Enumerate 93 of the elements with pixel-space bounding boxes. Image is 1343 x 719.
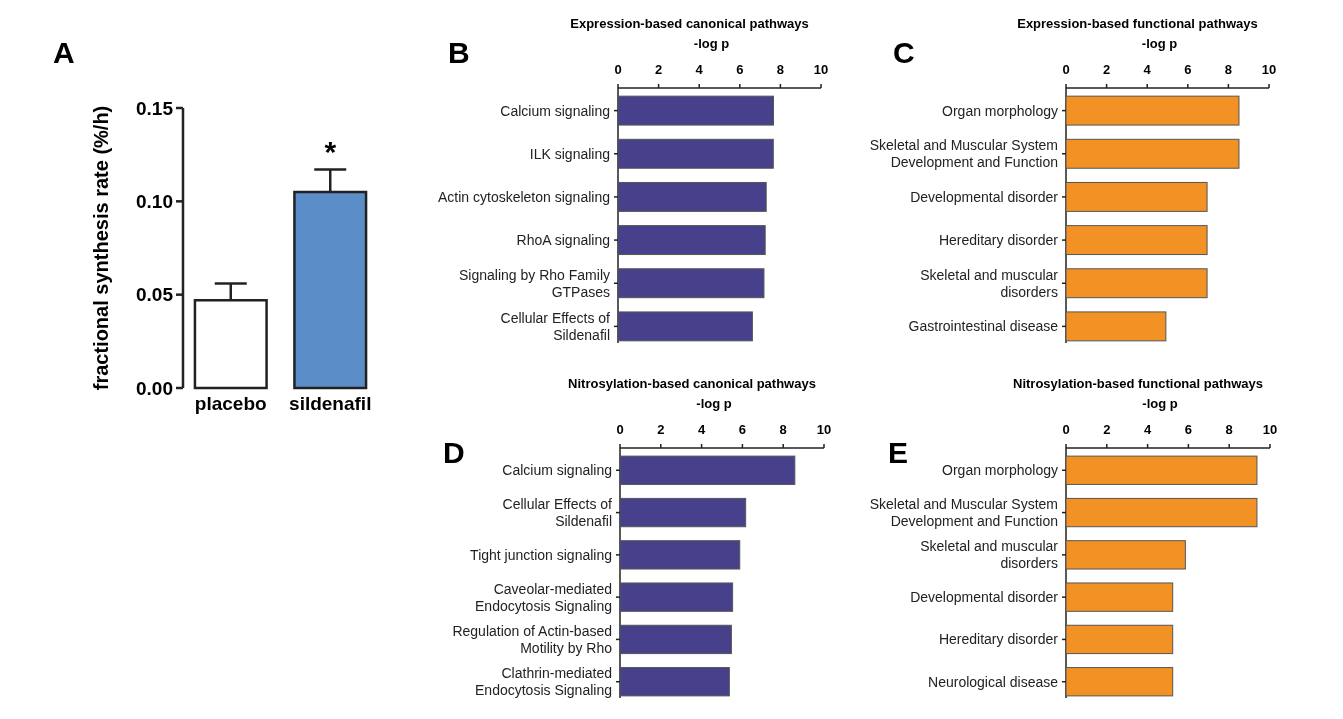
bar xyxy=(1065,181,1208,212)
x-tick-label: 6 xyxy=(1184,62,1192,77)
text: B xyxy=(448,36,470,69)
x-tick-label: 0 xyxy=(1062,422,1070,437)
x-tick-label: 2 xyxy=(1102,62,1111,77)
bar xyxy=(1065,311,1167,342)
x-tick-label: placebo xyxy=(194,393,267,414)
y-tick-label: Developmental disorder xyxy=(910,589,1059,606)
x-tick-label: 2 xyxy=(657,422,665,437)
x-axis-title: -log p xyxy=(696,396,732,411)
x-tick-label: 4 xyxy=(1143,62,1152,77)
x-tick-label: 6 xyxy=(1184,422,1193,437)
y-tick-label: Clathrin-mediated Endocytosis Signaling xyxy=(475,665,612,699)
y-tick-label: Tight junction signaling xyxy=(470,546,612,563)
bar xyxy=(1065,268,1208,299)
bar xyxy=(1065,624,1174,655)
bar xyxy=(619,497,747,528)
bar xyxy=(1065,582,1174,612)
bar xyxy=(617,181,767,212)
x-tick-label: 4 xyxy=(1143,422,1152,437)
x-tick-label: 10 xyxy=(816,422,832,437)
y-tick-label: Signaling by Rho Family GTPases xyxy=(459,266,610,300)
x-tick-label: 10 xyxy=(1262,422,1278,437)
y-tick-label: Organ morphology xyxy=(942,462,1058,479)
bar xyxy=(619,667,730,697)
y-tick-label: Caveolar-mediated Endocytosis Signaling xyxy=(475,580,612,614)
y-tick-label: Cellular Effects of Sildenafil xyxy=(502,495,613,529)
y-tick-label: ILK signaling xyxy=(529,145,610,162)
text: C xyxy=(893,36,915,69)
y-tick-label: Hereditary disorder xyxy=(938,231,1059,248)
x-tick-label: 8 xyxy=(1224,62,1233,77)
y-tick-label: 0.10 xyxy=(136,190,173,212)
y-tick-label: Calcium signaling xyxy=(502,462,612,479)
x-axis-title: -log p xyxy=(1141,36,1178,51)
x-tick-label: 0 xyxy=(614,62,622,77)
y-tick-label: 0.15 xyxy=(136,97,174,119)
bar xyxy=(619,582,734,612)
y-tick-label: 0.05 xyxy=(136,284,174,306)
x-tick-label: 2 xyxy=(1103,422,1111,437)
x-axis-title: -log p xyxy=(1142,396,1178,411)
y-tick-label: Gastrointestinal disease xyxy=(908,318,1059,335)
bar xyxy=(617,268,765,299)
chart-title: Nitrosylation-based functional pathways xyxy=(1013,376,1263,391)
y-tick-label: Actin cytoskeleton signaling xyxy=(438,188,610,205)
x-tick-label: 0 xyxy=(616,422,624,437)
y-axis-title: fractional synthesis rate (%/h) xyxy=(90,105,112,391)
bar xyxy=(1065,455,1258,485)
bar xyxy=(1065,540,1186,570)
x-tick-label: 4 xyxy=(695,62,704,77)
bar xyxy=(1065,667,1174,697)
y-tick-label: Developmental disorder xyxy=(910,188,1059,205)
x-tick-label: 4 xyxy=(697,422,706,437)
bar xyxy=(1065,225,1208,256)
bar xyxy=(619,540,741,570)
bar xyxy=(1065,497,1258,528)
y-tick-label: RhoA signaling xyxy=(516,231,610,248)
y-tick-label: Skeletal and muscular disorders xyxy=(920,538,1059,572)
x-tick-label: 0 xyxy=(1062,62,1070,77)
chart-title: Expression-based functional pathways xyxy=(1017,16,1258,31)
x-tick-label: sildenafil xyxy=(289,393,372,414)
x-tick-label: 8 xyxy=(1225,422,1233,437)
y-tick-label: Calcium signaling xyxy=(500,102,610,119)
x-tick-label: 6 xyxy=(736,62,744,77)
bar xyxy=(617,138,774,169)
bar xyxy=(619,455,796,485)
annotation: * xyxy=(324,134,337,168)
y-tick-label: Hereditary disorder xyxy=(938,631,1059,648)
y-tick-label: 0.00 xyxy=(136,377,173,399)
chart-title: Nitrosylation-based canonical pathways xyxy=(568,376,816,391)
bar xyxy=(617,95,774,126)
bar xyxy=(619,624,732,655)
chart-title: Expression-based canonical pathways xyxy=(570,16,809,31)
y-tick-label: Regulation of Actin-based Motility by Rho xyxy=(452,622,613,656)
text: A xyxy=(53,36,75,69)
y-tick-label: Skeletal and muscular disorders xyxy=(920,266,1059,300)
x-tick-label: 8 xyxy=(779,422,787,437)
x-tick-label: 10 xyxy=(1261,62,1277,77)
y-tick-label: Skeletal and Muscular System Development and Function xyxy=(869,137,1058,171)
x-axis-title: -log p xyxy=(693,36,730,51)
text: E xyxy=(888,436,909,469)
bar xyxy=(1065,95,1240,126)
bar xyxy=(1065,138,1240,169)
y-tick-label: Cellular Effects of Sildenafil xyxy=(500,309,611,343)
bar xyxy=(617,311,753,342)
x-tick-label: 8 xyxy=(776,62,785,77)
y-tick-label: Organ morphology xyxy=(942,102,1058,119)
x-tick-label: 10 xyxy=(813,62,829,77)
x-tick-label: 6 xyxy=(738,422,747,437)
bar xyxy=(617,225,766,256)
y-tick-label: Neurological disease xyxy=(928,673,1059,690)
x-tick-label: 2 xyxy=(654,62,663,77)
text: D xyxy=(443,436,465,469)
y-tick-label: Skeletal and Muscular System Development and Function xyxy=(869,495,1058,529)
